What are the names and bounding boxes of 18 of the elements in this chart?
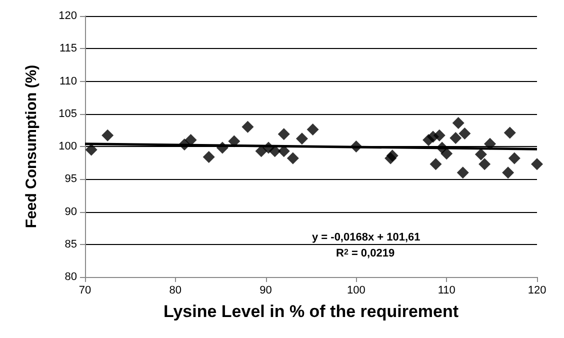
y-axis-title: Feed Consumption (%)	[23, 64, 40, 228]
y-tick-label: 85	[64, 238, 77, 250]
x-tick-label: 100	[347, 284, 366, 296]
y-tick-label: 90	[64, 206, 77, 218]
annotation: y = -0,0168x + 101,61	[312, 232, 420, 244]
y-tick-label: 95	[64, 173, 77, 186]
y-tick-label: 105	[58, 108, 77, 120]
x-tick-label: 70	[78, 284, 92, 296]
y-tick-label: 100	[58, 140, 77, 152]
x-tick-label: 90	[260, 284, 272, 296]
y-tick-label: 115	[59, 42, 77, 55]
y-tick-label: 110	[59, 75, 77, 88]
y-tick-label: 80	[64, 271, 77, 283]
x-tick-label: 110	[438, 284, 456, 296]
x-tick-label: 80	[169, 284, 182, 296]
x-tick-label: 120	[528, 284, 546, 296]
x-axis-title: Lysine Level in % of the requirement	[163, 302, 459, 321]
y-tick-label: 120	[58, 10, 77, 22]
